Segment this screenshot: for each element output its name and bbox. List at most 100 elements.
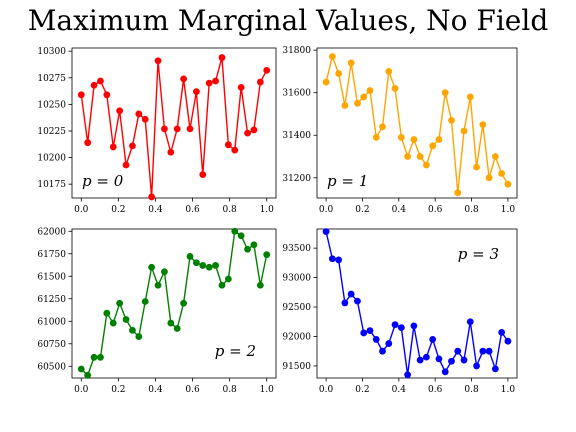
data-point (97, 353, 104, 361)
data-point (129, 326, 136, 334)
y-tick-label: 10300 (37, 47, 66, 57)
data-point (429, 142, 437, 150)
data-point (154, 281, 162, 289)
data-point (504, 337, 512, 345)
data-point (423, 161, 430, 169)
data-point (199, 171, 207, 178)
x-tick-label: 0.8 (464, 385, 479, 395)
x-tick-label: 0.4 (148, 385, 163, 395)
x-tick-label: 0.8 (464, 205, 479, 215)
x-tick-label: 1.0 (501, 205, 516, 215)
x-tick-label: 0.0 (74, 385, 89, 395)
data-point (192, 88, 200, 96)
y-tick-label: 61250 (37, 295, 66, 305)
y-tick-label: 31600 (282, 89, 311, 99)
x-tick-label: 0.0 (74, 205, 89, 215)
x-tick-label: 0.0 (319, 385, 334, 395)
data-point (435, 355, 443, 363)
data-point (460, 127, 468, 135)
figure-title: Maximum Marginal Values, No Field (28, 4, 549, 37)
data-point (435, 136, 443, 143)
x-tick-label: 1.0 (501, 385, 516, 395)
data-point (77, 365, 85, 373)
series-line (80, 57, 268, 197)
data-point (256, 78, 264, 86)
data-point (237, 232, 245, 240)
y-tick-label: 10250 (37, 100, 66, 110)
data-point (173, 325, 181, 332)
data-point (148, 193, 156, 201)
data-point (410, 322, 418, 330)
data-point (429, 336, 437, 343)
panel-annotation: p = 0 (82, 172, 124, 190)
x-tick-label: 0.8 (222, 385, 237, 395)
x-tick-label: 0.2 (111, 385, 125, 395)
subplot-grid: 0.0 0.2 0.4 0.6 0.8 1.0 10175 10200 10225 10250 10… (37, 46, 518, 395)
data-point (354, 99, 361, 107)
x-tick-label: 0.6 (428, 205, 443, 215)
data-point (441, 89, 449, 97)
data-point (84, 371, 92, 379)
x-tick-label: 0.4 (392, 205, 407, 215)
data-point (135, 333, 143, 340)
series-line (325, 54, 509, 193)
data-point (379, 347, 386, 355)
data-point (354, 297, 361, 305)
data-point (335, 70, 343, 77)
data-point (90, 81, 98, 89)
panel-annotation: p = 3 (458, 245, 499, 263)
x-tick-label: 0.6 (428, 385, 443, 395)
subplot-1: 0.0 0.2 0.4 0.6 0.8 1.0 31200 31400 31600 31800 p … (282, 46, 518, 215)
panel-annotation: p = 2 (215, 342, 256, 360)
axes-frame (71, 228, 277, 379)
data-point (410, 136, 418, 143)
data-point (231, 146, 239, 154)
data-point (473, 163, 480, 171)
y-tick-label: 93000 (282, 274, 311, 284)
data-point (341, 102, 349, 109)
x-tick-label: 0.6 (185, 385, 200, 395)
data-point (199, 262, 207, 269)
x-tick-label: 1.0 (260, 205, 275, 215)
data-point (423, 353, 430, 361)
data-point (360, 93, 368, 101)
y-tick-label: 10175 (37, 180, 66, 190)
data-point (129, 142, 136, 150)
data-point (237, 83, 245, 91)
y-tick-label: 91500 (282, 362, 311, 372)
data-point (135, 110, 143, 118)
data-point (205, 263, 213, 271)
data-point (161, 268, 168, 276)
data-point (180, 299, 187, 307)
data-point (379, 123, 386, 131)
data-point (335, 256, 343, 264)
y-tick-label: 61000 (37, 317, 66, 327)
data-point (224, 275, 232, 283)
data-point (103, 91, 111, 99)
y-tick-label: 10200 (37, 154, 66, 164)
panel-annotation: p = 1 (327, 172, 368, 190)
data-point (366, 87, 374, 94)
data-point (491, 153, 499, 160)
data-point (347, 290, 355, 298)
data-point (109, 143, 117, 151)
data-point (416, 356, 424, 364)
data-point (385, 340, 393, 347)
data-point (454, 347, 462, 355)
data-point (385, 68, 393, 75)
data-point (141, 298, 149, 305)
data-point (109, 319, 117, 327)
data-point (404, 371, 411, 379)
x-tick-label: 1.0 (260, 385, 275, 395)
data-point (473, 362, 480, 370)
data-point (347, 59, 355, 67)
data-point (97, 77, 104, 85)
x-tick-label: 0.2 (355, 385, 369, 395)
x-tick-label: 0.2 (355, 205, 369, 215)
data-point (263, 251, 271, 259)
data-point (186, 253, 194, 260)
y-tick-label: 92500 (282, 303, 311, 313)
x-tick-label: 0.4 (148, 205, 163, 215)
x-tick-label: 0.2 (111, 205, 125, 215)
